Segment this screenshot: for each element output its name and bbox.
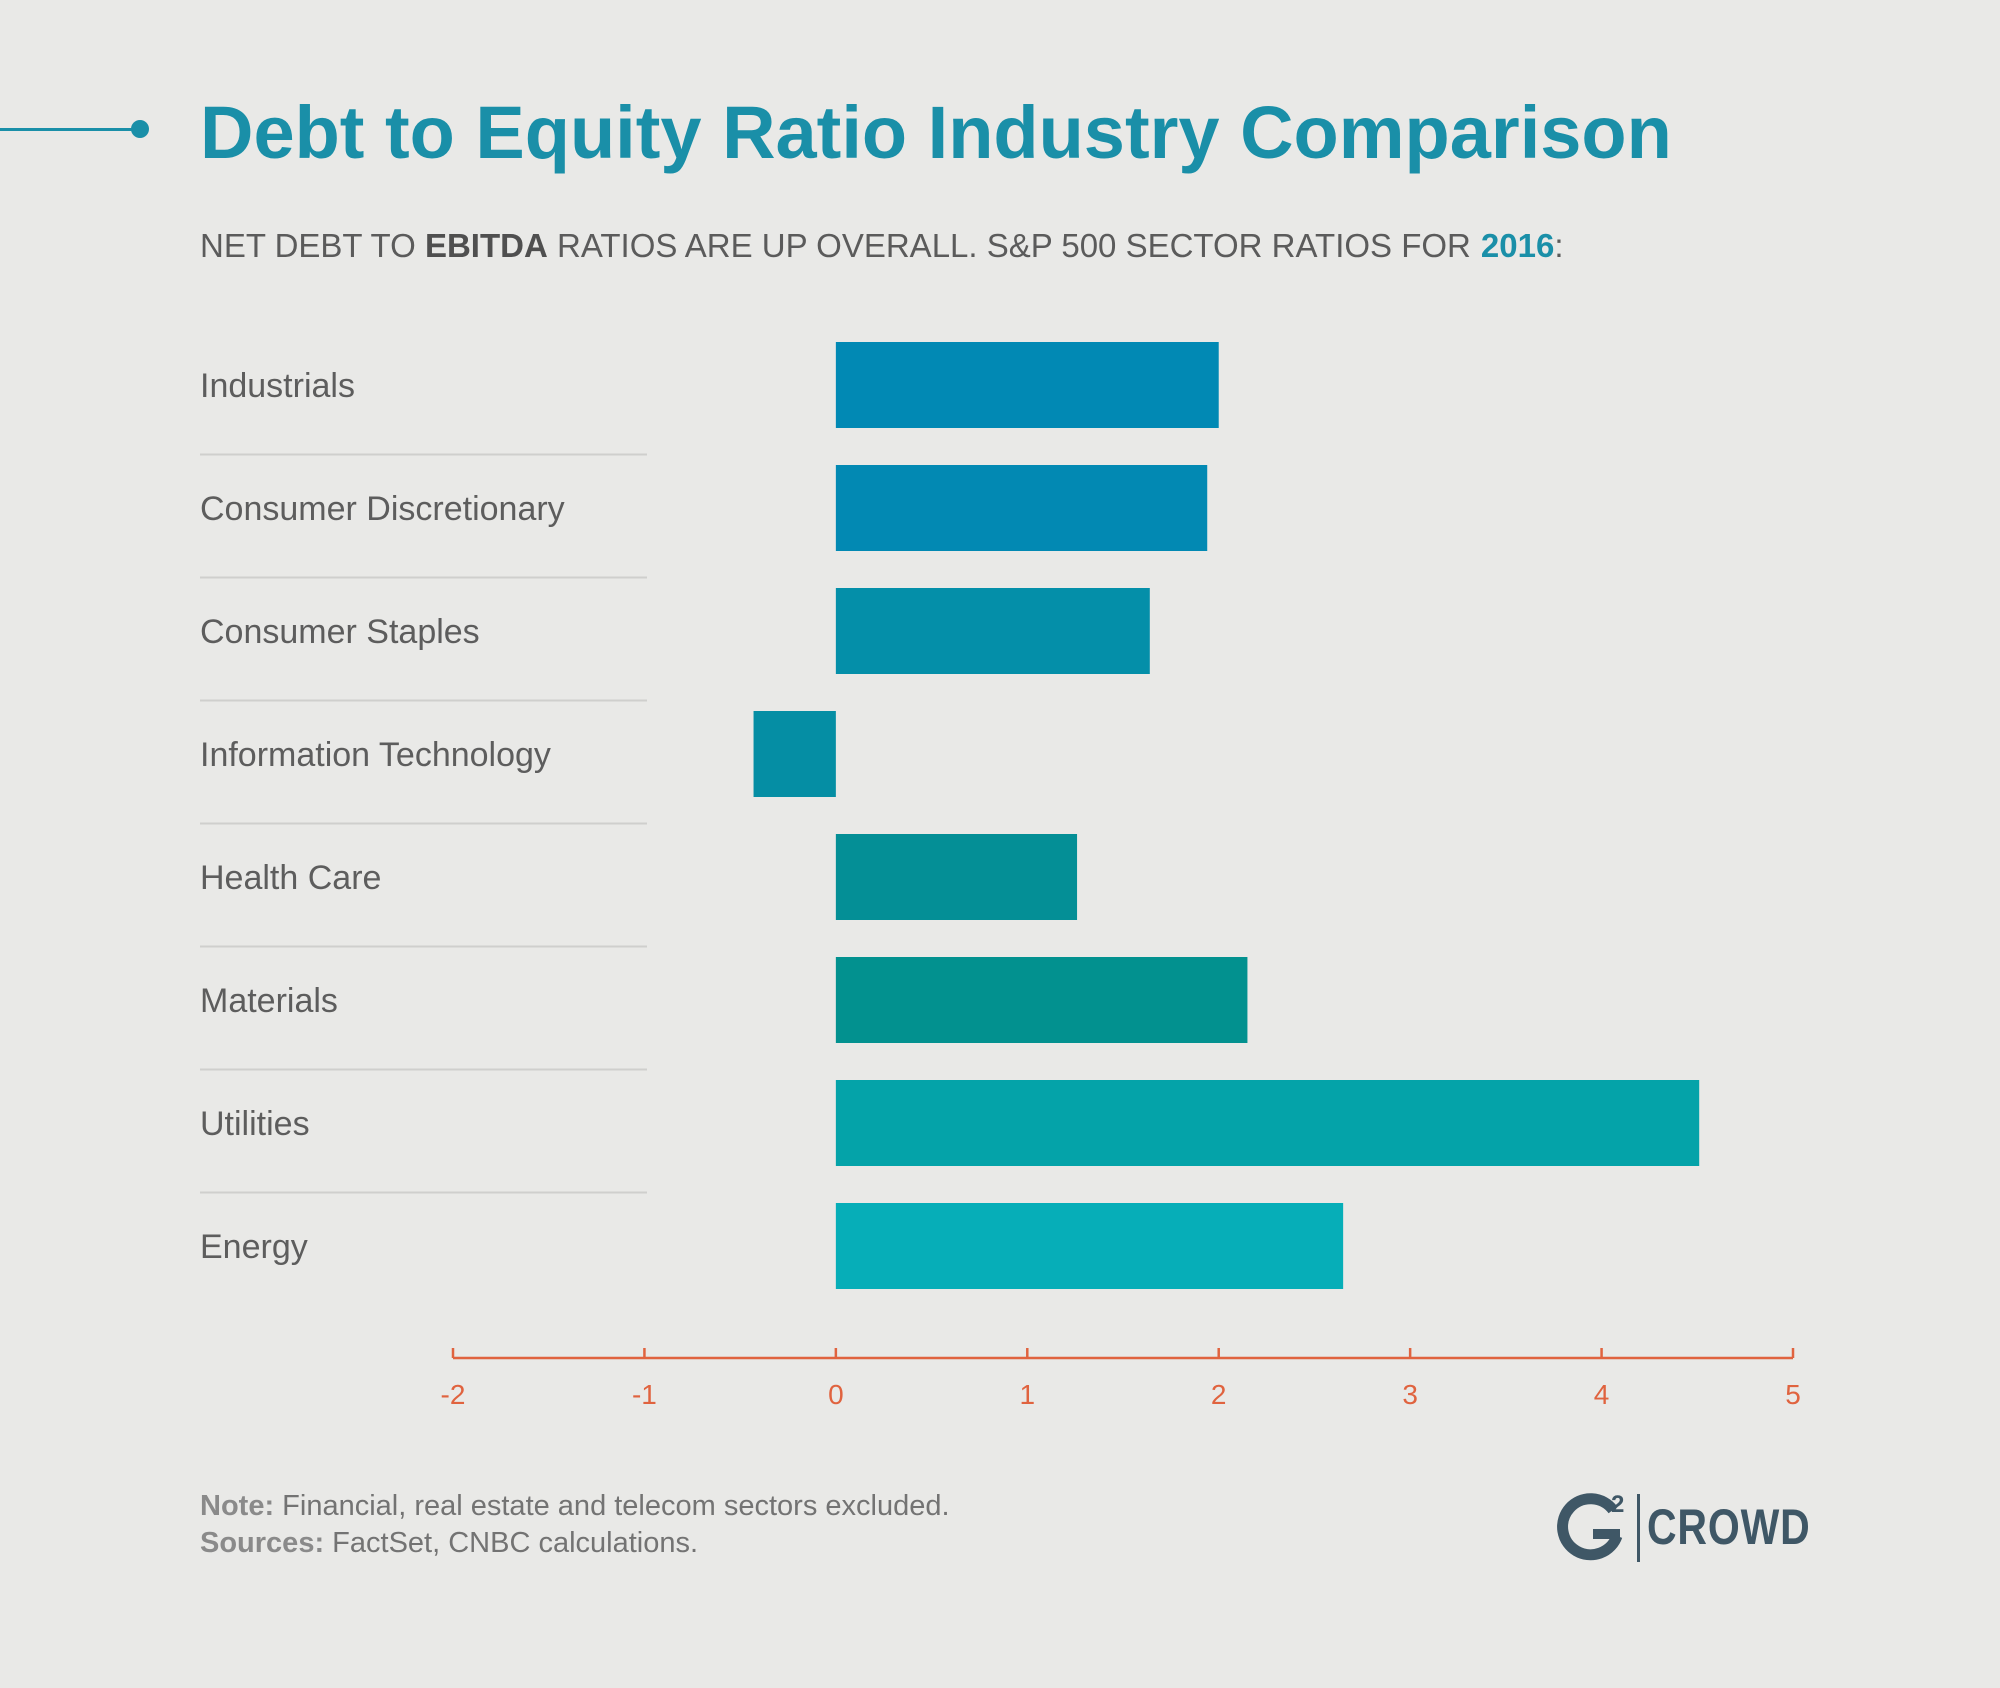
subtitle-end: : [1554, 227, 1564, 264]
x-tick-label: 0 [828, 1379, 844, 1410]
category-label: Consumer Discretionary [200, 490, 565, 528]
category-label: Consumer Staples [200, 613, 480, 651]
bar [835, 1080, 1700, 1166]
bar [835, 588, 1150, 674]
logo-separator [1637, 1494, 1640, 1562]
sources-label: Sources: [200, 1527, 325, 1560]
note-label: Note: [200, 1490, 275, 1522]
x-tick-label: 2 [1211, 1379, 1227, 1410]
subtitle-bold: EBITDA [424, 227, 548, 264]
title-accent-line [0, 128, 140, 131]
note-line: Note: Financial, real estate and telecom… [200, 1488, 950, 1525]
footnote: Note: Financial, real estate and telecom… [200, 1488, 950, 1562]
bar [753, 711, 836, 797]
bar [835, 1203, 1344, 1289]
logo-text: CROWD [1647, 1499, 1811, 1555]
bar [835, 465, 1208, 551]
g2-logo-mark-icon: 2 [1557, 1491, 1624, 1561]
note-text: Financial, real estate and telecom secto… [274, 1490, 950, 1522]
chart-title: Debt to Equity Ratio Industry Comparison [200, 91, 1672, 174]
category-label: Information Technology [200, 736, 551, 774]
x-tick-label: -2 [441, 1379, 466, 1410]
x-tick-label: -1 [632, 1379, 657, 1410]
bar [835, 342, 1219, 428]
chart-subtitle: NET DEBT TO EBITDA RATIOS ARE UP OVERALL… [200, 226, 1563, 266]
bar [835, 957, 1248, 1043]
x-tick-label: 4 [1594, 1379, 1610, 1410]
category-label: Materials [200, 982, 338, 1020]
category-label: Utilities [200, 1105, 310, 1143]
sources-line: Sources: FactSet, CNBC calculations. [200, 1525, 950, 1562]
category-label: Energy [200, 1228, 308, 1266]
category-label: Health Care [200, 859, 381, 897]
title-accent-dot [131, 120, 149, 138]
category-label: Industrials [200, 367, 355, 405]
logo-mark-digit: 2 [1611, 1491, 1624, 1518]
subtitle-part-2: RATIOS ARE UP OVERALL. S&P 500 SECTOR RA… [547, 227, 1471, 264]
subtitle-part-1: NET DEBT TO [200, 227, 425, 264]
sources-text: FactSet, CNBC calculations. [324, 1527, 699, 1560]
subtitle-year: 2016 [1480, 227, 1555, 264]
x-tick-label: 1 [1019, 1379, 1035, 1410]
x-tick-label: 5 [1785, 1379, 1801, 1410]
bar [835, 834, 1078, 920]
x-tick-label: 3 [1402, 1379, 1418, 1410]
